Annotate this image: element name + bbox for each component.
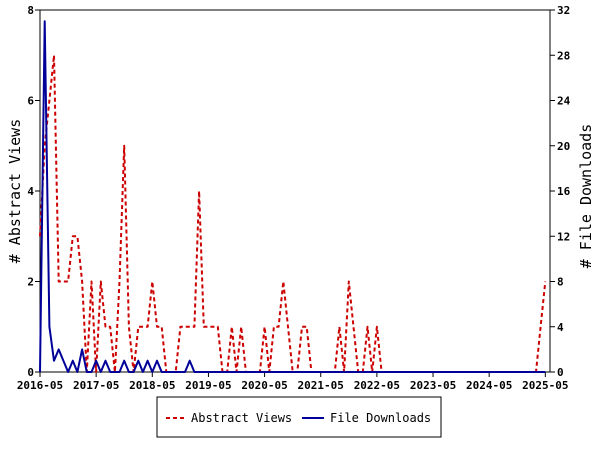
y-axis-right-title: # File Downloads <box>577 124 595 269</box>
y-axis-left: 0 2 4 6 8 <box>27 4 40 379</box>
series-layer <box>39 20 547 373</box>
legend-box <box>156 396 442 438</box>
y-axis-left-title: # Abstract Views <box>6 119 24 264</box>
x-tick-label-7: 2023-05 <box>410 379 456 392</box>
x-tick-label-6: 2022-05 <box>354 379 400 392</box>
y-right-tick-label-1: 4 <box>557 321 564 334</box>
y-left-tick-label-0: 0 <box>27 366 34 379</box>
y-axis-right: 0 4 8 12 16 20 24 28 32 <box>550 4 571 379</box>
y-right-tick-label-8: 32 <box>557 4 570 17</box>
plot-area <box>39 9 551 373</box>
y-left-tick-label-3: 6 <box>27 95 34 108</box>
y-left-tick-label-4: 8 <box>27 4 34 17</box>
x-tick-label-8: 2024-05 <box>466 379 512 392</box>
y-left-tick-label-2: 4 <box>27 185 34 198</box>
x-tick-label-1: 2017-05 <box>73 379 119 392</box>
series-line-file-downloads <box>39 20 546 373</box>
legend: Abstract Views File Downloads <box>156 396 442 438</box>
x-axis: 2016-05 2017-05 2018-05 2019-05 2020-05 2021-… <box>17 372 569 392</box>
y-right-tick-label-7: 28 <box>557 49 570 62</box>
y-right-tick-label-2: 8 <box>557 276 564 289</box>
y-right-tick-label-5: 20 <box>557 140 570 153</box>
series-line-abstract-views <box>39 54 547 373</box>
y-right-tick-label-6: 24 <box>557 95 571 108</box>
x-tick-label-2: 2018-05 <box>129 379 175 392</box>
y-left-tick-label-1: 2 <box>27 276 34 289</box>
x-tick-label-5: 2021-05 <box>298 379 344 392</box>
plot-frame <box>39 9 551 373</box>
y-right-tick-label-0: 0 <box>557 366 564 379</box>
x-tick-label-4: 2020-05 <box>241 379 287 392</box>
legend-label-file-downloads: File Downloads <box>330 411 431 425</box>
x-tick-label-9: 2025-05 <box>522 379 568 392</box>
legend-label-abstract-views: Abstract Views <box>191 411 292 425</box>
x-tick-label-0: 2016-05 <box>17 379 63 392</box>
y-right-tick-label-4: 16 <box>557 185 571 198</box>
x-tick-label-3: 2019-05 <box>185 379 231 392</box>
y-right-tick-label-3: 12 <box>557 230 570 243</box>
